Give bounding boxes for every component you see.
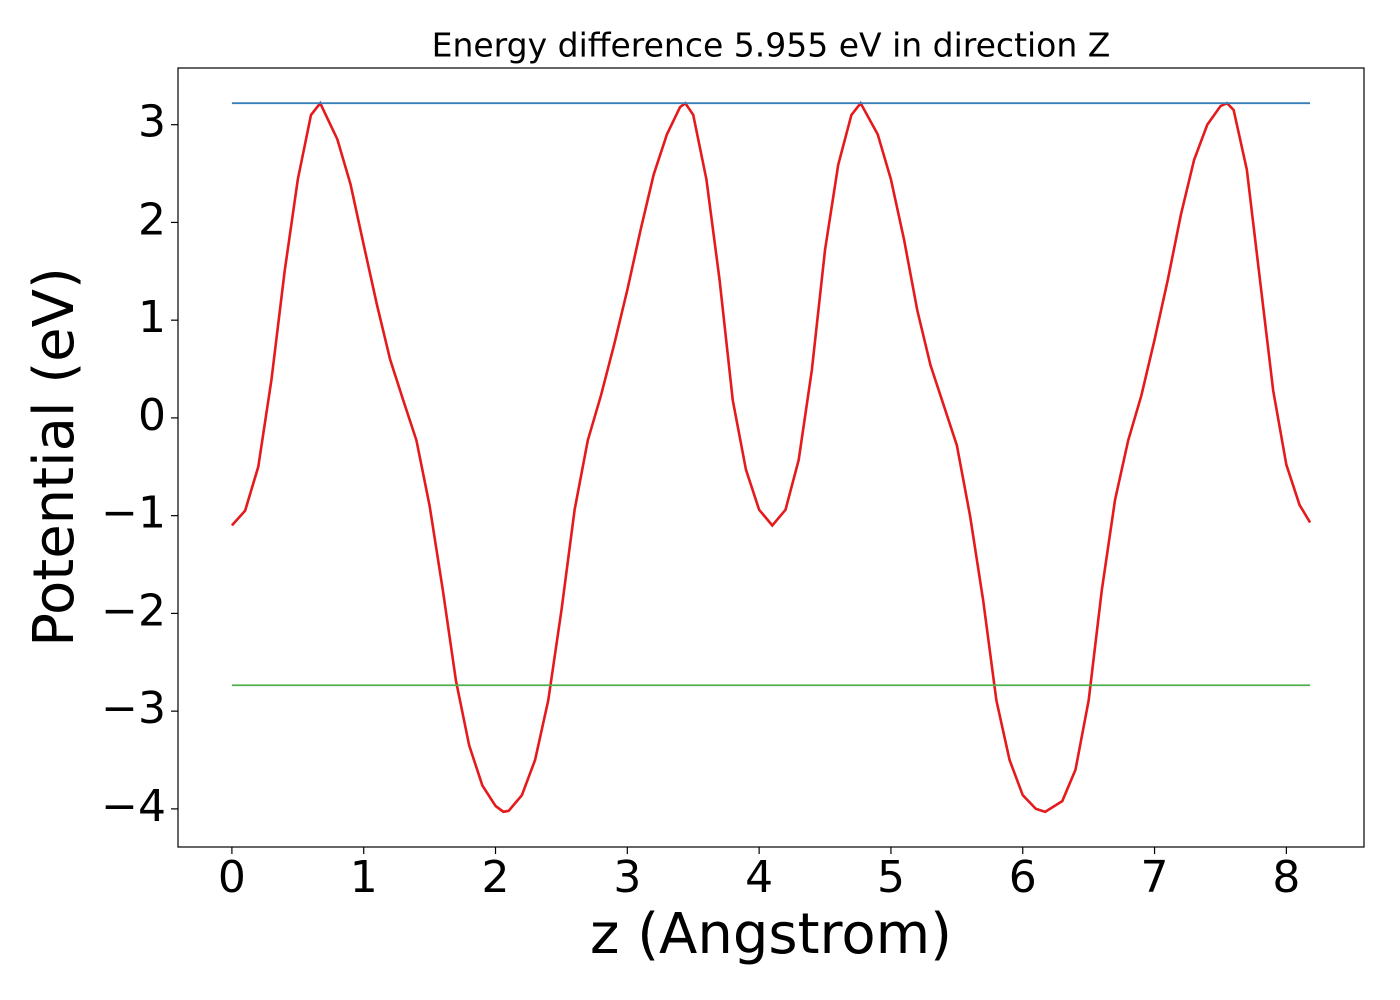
x-tick-label: 5 <box>877 852 905 903</box>
x-tick-label: 0 <box>218 852 246 903</box>
data-line <box>230 100 1312 814</box>
x-axis-label: z (Angstrom) <box>590 902 952 967</box>
x-tick-label: 1 <box>350 852 378 903</box>
x-tick-label: 2 <box>482 852 510 903</box>
x-tick-label: 7 <box>1141 852 1169 903</box>
y-tick-label: −4 <box>101 781 166 832</box>
chart-title: Energy difference 5.955 eV in direction … <box>432 26 1111 65</box>
y-tick-label: −2 <box>101 585 166 636</box>
y-tick-label: 0 <box>138 390 166 441</box>
x-tick-label: 6 <box>1009 852 1037 903</box>
y-tick-label: −1 <box>101 488 166 539</box>
y-tick-label: 1 <box>138 292 166 343</box>
y-tick-label: 3 <box>138 97 166 148</box>
y-tick-label: −3 <box>101 683 166 734</box>
y-axis-label: Potential (eV) <box>22 267 87 647</box>
x-tick-label: 8 <box>1272 852 1300 903</box>
y-tick-label: 2 <box>138 194 166 245</box>
x-tick-label: 3 <box>613 852 641 903</box>
plot-frame <box>177 67 1365 848</box>
x-tick-label: 4 <box>745 852 773 903</box>
